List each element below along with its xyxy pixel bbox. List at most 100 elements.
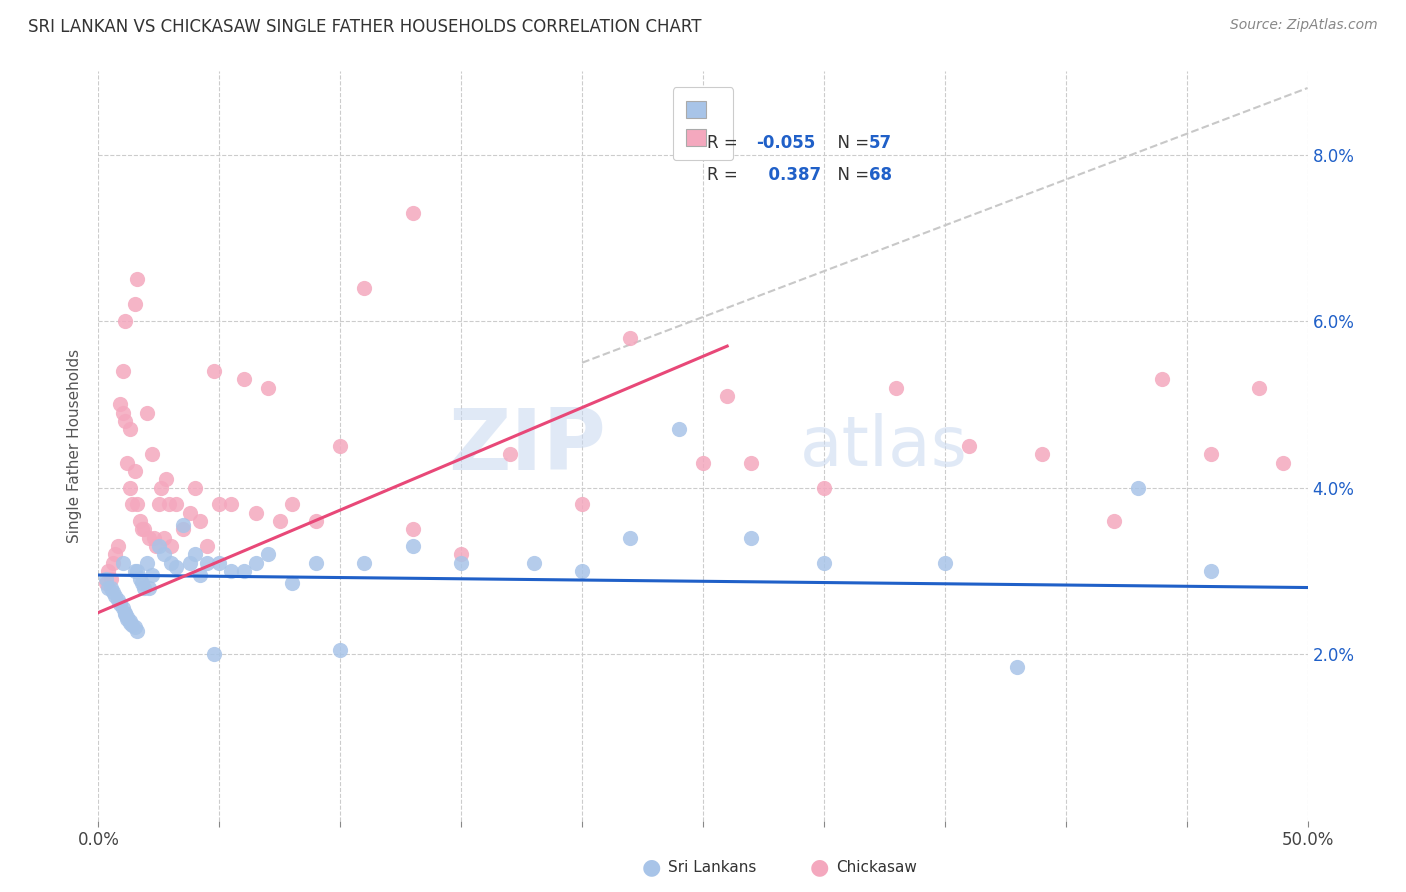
Text: 68: 68 (869, 166, 891, 184)
Point (305, 556, 328, 570)
Point (134, 522, 156, 536)
Point (143, 531, 166, 545)
Point (1007, 659, 1029, 673)
Point (208, 556, 231, 570)
Point (118, 614, 141, 628)
Point (716, 389, 738, 403)
Point (1031, 447, 1053, 461)
Point (124, 464, 146, 478)
Point (1272, 456, 1295, 470)
Point (256, 547, 278, 561)
Point (329, 439, 352, 453)
Point (179, 556, 201, 570)
Point (94, 572, 117, 586)
Point (127, 624, 149, 638)
Point (256, 381, 278, 395)
Point (128, 514, 150, 528)
Point (281, 576, 304, 591)
Point (184, 481, 207, 495)
Point (124, 620, 146, 634)
Point (127, 497, 149, 511)
Text: atlas: atlas (800, 412, 967, 480)
Point (104, 589, 127, 603)
Point (138, 531, 160, 545)
Point (1128, 481, 1150, 495)
Text: ●: ● (810, 857, 830, 877)
Point (221, 497, 243, 511)
Point (160, 539, 183, 553)
Point (1152, 372, 1174, 386)
Point (111, 601, 134, 615)
Point (692, 456, 714, 470)
Point (353, 556, 375, 570)
Point (108, 597, 131, 611)
Text: ZIP: ZIP (449, 404, 606, 488)
Point (107, 593, 129, 607)
Text: R =: R = (707, 134, 744, 152)
Point (329, 643, 352, 657)
Point (1199, 447, 1222, 461)
Point (1249, 381, 1271, 395)
Point (100, 581, 122, 595)
Point (97, 581, 120, 595)
Point (813, 556, 835, 570)
Text: N =: N = (827, 134, 875, 152)
Point (402, 539, 425, 553)
Point (150, 481, 173, 495)
Point (184, 547, 207, 561)
Point (108, 397, 131, 411)
Point (195, 539, 218, 553)
Point (165, 559, 187, 574)
Point (740, 531, 762, 545)
Point (117, 609, 139, 624)
Point (245, 556, 267, 570)
Point (124, 564, 146, 578)
Text: SRI LANKAN VS CHICKASAW SINGLE FATHER HOUSEHOLDS CORRELATION CHART: SRI LANKAN VS CHICKASAW SINGLE FATHER HO… (28, 18, 702, 36)
Point (813, 481, 835, 495)
Legend: , : , (673, 87, 733, 161)
Point (188, 514, 211, 528)
Text: 57: 57 (869, 134, 893, 152)
Point (141, 447, 163, 461)
Point (402, 206, 425, 220)
Point (118, 481, 141, 495)
Point (934, 556, 956, 570)
Point (179, 506, 201, 520)
Point (155, 472, 177, 486)
Point (104, 547, 127, 561)
Text: 0.387: 0.387 (756, 166, 821, 184)
Point (118, 422, 141, 436)
Point (141, 568, 163, 582)
Point (157, 497, 180, 511)
Y-axis label: Single Father Households: Single Father Households (67, 349, 83, 543)
Point (523, 556, 546, 570)
Point (1199, 564, 1222, 578)
Point (172, 518, 194, 533)
Point (269, 514, 291, 528)
Point (450, 556, 472, 570)
Point (107, 539, 129, 553)
Text: Sri Lankans: Sri Lankans (668, 860, 756, 874)
Point (232, 372, 254, 386)
Point (145, 539, 167, 553)
Point (450, 547, 472, 561)
Point (152, 547, 174, 561)
Point (402, 522, 425, 536)
Point (152, 531, 174, 545)
Point (131, 522, 153, 536)
Text: R =: R = (707, 166, 744, 184)
Point (117, 456, 139, 470)
Point (111, 556, 134, 570)
Point (114, 607, 136, 622)
Point (619, 531, 641, 545)
Point (498, 447, 520, 461)
Point (101, 584, 124, 599)
Point (571, 564, 593, 578)
Point (114, 414, 136, 428)
Point (127, 272, 149, 286)
Point (619, 331, 641, 345)
Point (148, 497, 170, 511)
Point (148, 539, 170, 553)
Point (114, 606, 136, 620)
Point (117, 612, 139, 626)
